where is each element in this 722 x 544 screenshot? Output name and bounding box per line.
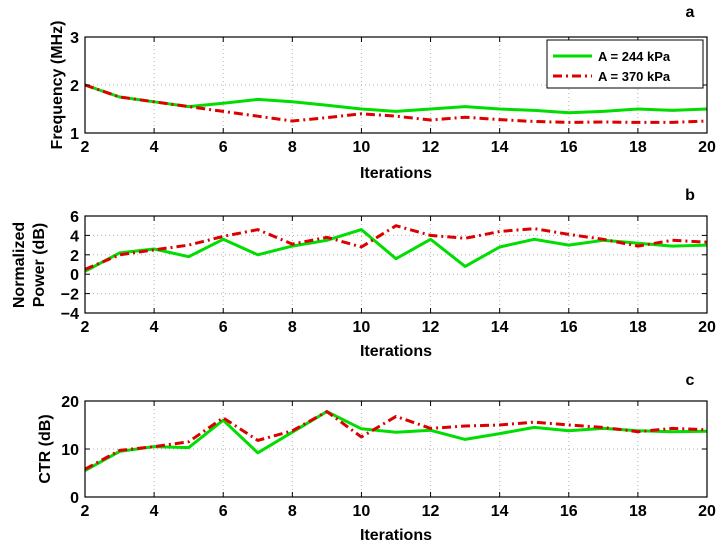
y-tick-label: 1 bbox=[70, 126, 79, 143]
x-tick-label: 14 bbox=[491, 139, 509, 156]
panel-label: c bbox=[686, 372, 695, 389]
y-tick-label: 4 bbox=[70, 228, 79, 245]
x-tick-label: 18 bbox=[629, 503, 647, 520]
x-tick-label: 8 bbox=[288, 503, 297, 520]
x-tick-label: 8 bbox=[288, 319, 297, 336]
panel-label: b bbox=[685, 187, 695, 204]
x-axis-label: Iterations bbox=[360, 165, 432, 182]
x-tick-label: 20 bbox=[698, 503, 716, 520]
y-tick-label: 2 bbox=[70, 78, 79, 95]
y-tick-label: 3 bbox=[70, 30, 79, 47]
legend: A = 244 kPa A = 370 kPa bbox=[546, 39, 704, 89]
x-tick-label: 12 bbox=[422, 319, 440, 336]
legend-label-2: A = 370 kPa bbox=[598, 69, 671, 84]
y-tick-label: −2 bbox=[61, 287, 79, 304]
x-tick-label: 6 bbox=[219, 503, 228, 520]
x-tick-label: 16 bbox=[560, 503, 578, 520]
y-tick-label: 0 bbox=[70, 267, 79, 284]
x-axis-label: Iterations bbox=[360, 343, 432, 360]
x-tick-label: 12 bbox=[422, 139, 440, 156]
x-tick-label: 6 bbox=[219, 139, 228, 156]
x-tick-label: 12 bbox=[422, 503, 440, 520]
y-tick-label: 20 bbox=[61, 394, 79, 411]
x-tick-label: 20 bbox=[698, 139, 716, 156]
legend-label-1: A = 244 kPa bbox=[598, 49, 671, 64]
series-line-2 bbox=[84, 410, 708, 471]
x-tick-label: 4 bbox=[150, 139, 159, 156]
x-tick-label: 6 bbox=[219, 319, 228, 336]
x-tick-label: 2 bbox=[81, 319, 90, 336]
x-tick-label: 16 bbox=[560, 319, 578, 336]
x-tick-label: 10 bbox=[353, 139, 371, 156]
panel-c: 2 4 6 8 10 12 14 16 18 20 0 10 20 Iterations CTR (dB) c bbox=[37, 372, 716, 544]
x-tick-label: 14 bbox=[491, 319, 509, 336]
x-tick-label: 10 bbox=[353, 503, 371, 520]
x-tick-label: 18 bbox=[629, 139, 647, 156]
y-axis-label-line: Power (dB) bbox=[31, 223, 48, 307]
y-axis-label: CTR (dB) bbox=[37, 414, 54, 483]
series-line-2 bbox=[84, 224, 708, 271]
y-tick-label: 2 bbox=[70, 248, 79, 265]
y-tick-label: 6 bbox=[70, 209, 79, 226]
x-tick-label: 4 bbox=[150, 319, 159, 336]
axes-frame bbox=[84, 215, 708, 314]
x-tick-label: 18 bbox=[629, 319, 647, 336]
series-line-2 bbox=[84, 83, 708, 124]
x-tick-label: 20 bbox=[698, 319, 716, 336]
x-tick-label: 14 bbox=[491, 503, 509, 520]
y-tick-label: −4 bbox=[61, 306, 79, 323]
series-line-1 bbox=[84, 410, 708, 472]
x-axis-label: Iterations bbox=[360, 527, 432, 544]
x-tick-label: 16 bbox=[560, 139, 578, 156]
panel-label: a bbox=[686, 4, 695, 21]
x-tick-label: 10 bbox=[353, 319, 371, 336]
legend-box bbox=[546, 39, 704, 89]
x-tick-label: 8 bbox=[288, 139, 297, 156]
y-axis-label-line: Normalized bbox=[11, 222, 28, 308]
y-tick-label: 10 bbox=[61, 442, 79, 459]
series-line-1 bbox=[84, 83, 708, 115]
x-tick-label: 2 bbox=[81, 503, 90, 520]
x-tick-label: 2 bbox=[81, 139, 90, 156]
y-axis-label: Frequency (MHz) bbox=[49, 21, 66, 150]
panel-b: 2 4 6 8 10 12 14 16 18 20 −4 −2 0 2 4 6 Iterations Normal… bbox=[11, 187, 716, 360]
x-tick-label: 4 bbox=[150, 503, 159, 520]
y-tick-label: 0 bbox=[70, 490, 79, 507]
